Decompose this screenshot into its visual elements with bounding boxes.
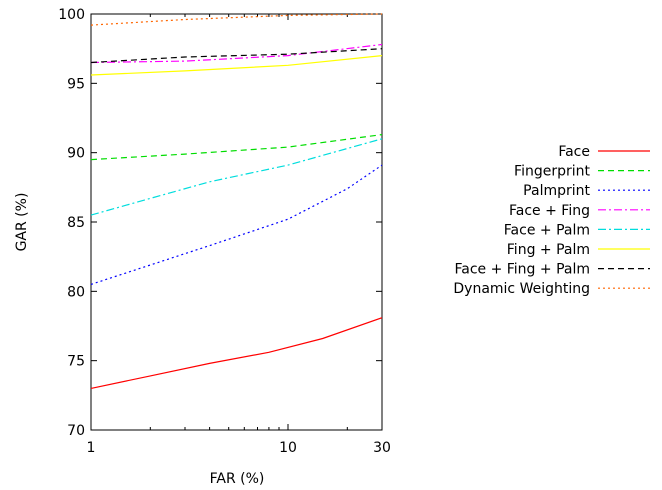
y-tick-label: 70 [67,423,85,439]
legend-label: Fingerprint [514,164,590,180]
y-tick-label: 100 [58,7,85,23]
legend-label: Face + Fing + Palm [454,262,590,278]
y-axis-title: GAR (%) [14,193,30,252]
plot-frame [90,13,383,431]
axis-ticks [90,13,383,431]
legend-label: Palmprint [523,183,590,199]
y-tick-label: 75 [67,354,85,370]
x-tick-label: 1 [87,440,96,456]
y-tick-label: 95 [67,76,85,92]
legend-label: Face [558,144,590,160]
legend: Face Fingerprint Palmprint Face + Fing Face … [453,144,650,297]
legend-label: Fing + Palm [507,242,590,258]
axis-tick-labels: 70 75 80 85 90 95 100 1 10 30 [58,7,391,456]
series-line [90,48,383,64]
x-tick-label: 10 [279,440,297,456]
legend-label: Face + Palm [504,222,590,238]
series-line [90,13,383,26]
series-line [90,138,383,216]
legend-label: Dynamic Weighting [453,281,590,297]
y-tick-label: 80 [67,284,85,300]
series-line [90,164,383,285]
series-line [90,55,383,76]
legend-label: Face + Fing [509,203,590,219]
series-line [90,134,383,161]
y-tick-label: 90 [67,146,85,162]
series-line [90,317,383,389]
series-lines [90,13,383,389]
x-axis-title: FAR (%) [210,471,265,487]
y-tick-label: 85 [67,215,85,231]
series-line [90,43,383,64]
x-tick-label: 30 [373,440,391,456]
